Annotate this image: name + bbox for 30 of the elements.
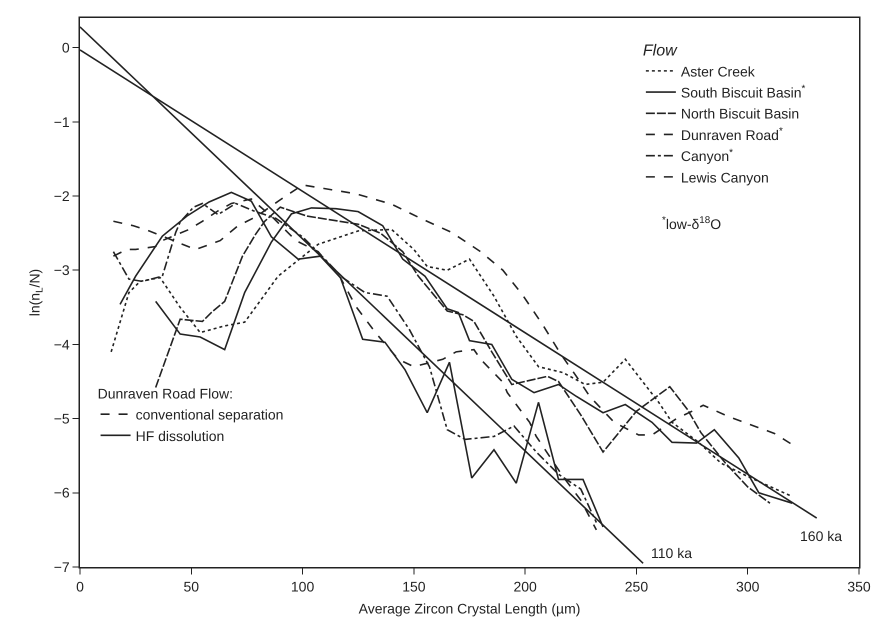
- legend-title: Flow: [642, 42, 678, 60]
- x-tick-label: 150: [402, 578, 426, 594]
- x-tick-label: 100: [290, 578, 314, 594]
- y-tick-label: −3: [54, 262, 70, 278]
- legend-label: Dunraven Road$^{*}$: [680, 126, 783, 143]
- legend-label: Lewis Canyon: [680, 169, 769, 186]
- y-tick-label: −1: [54, 114, 70, 130]
- legend-label: HF dissolution: [136, 428, 224, 444]
- x-tick-label: 300: [736, 578, 760, 594]
- y-tick-label: −6: [54, 484, 70, 501]
- annotation: conventional separation: [136, 406, 284, 423]
- annotation: $^{*}$low-δ$^{18}$O: [662, 215, 722, 232]
- annotation: Dunraven Road Flow:: [98, 386, 233, 402]
- legend-label: South Biscuit Basin$^{*}$: [680, 84, 806, 101]
- x-axis-title: Average Zircon Crystal Length (µm): [358, 600, 580, 616]
- annotation: 160 ka: [800, 528, 842, 544]
- legend-label: Aster Creek: [680, 63, 756, 80]
- legend-label: Canyon$^{*}$: [680, 147, 734, 164]
- y-tick-label: 0: [62, 40, 70, 56]
- legend-label: North Biscuit Basin: [680, 106, 800, 122]
- annotation: 110 ka: [651, 545, 692, 561]
- y-tick-label: −7: [54, 558, 70, 575]
- x-tick-label: 200: [513, 578, 538, 594]
- y-tick-label: −5: [54, 410, 70, 427]
- y-tick-label: −4: [54, 336, 70, 352]
- y-tick-label: −2: [54, 188, 70, 204]
- x-tick-label: 0: [76, 578, 84, 594]
- x-tick-label: 50: [184, 578, 200, 594]
- x-tick-label: 250: [624, 578, 648, 594]
- x-tick-label: 350: [847, 578, 871, 594]
